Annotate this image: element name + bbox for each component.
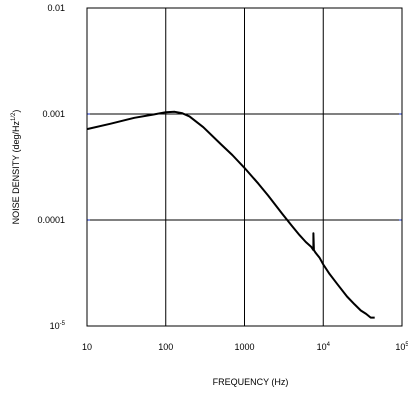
grid	[87, 8, 402, 326]
x-tick-label: 105	[395, 342, 408, 352]
y-tick-label: 10-5	[50, 321, 66, 331]
series-line	[86, 110, 375, 319]
x-tick-label: 10	[82, 342, 92, 352]
y-tick-label: 0.001	[42, 109, 65, 119]
tick-labels: 10 100 1000 104 105 0.01 0.001 0.0001 10-5	[37, 3, 408, 352]
series	[86, 110, 375, 319]
y-tick-label: 0.0001	[37, 215, 65, 225]
x-tick-label: 100	[158, 342, 173, 352]
x-axis-label: FREQUENCY (Hz)	[213, 377, 289, 387]
y-axis-label: NOISE DENSITY (deg/Hz1/2)	[11, 110, 21, 225]
y-tick-label: 0.01	[47, 3, 65, 13]
x-tick-label: 104	[317, 342, 331, 352]
x-tick-label: 1000	[234, 342, 254, 352]
plot-frame	[86, 7, 403, 327]
